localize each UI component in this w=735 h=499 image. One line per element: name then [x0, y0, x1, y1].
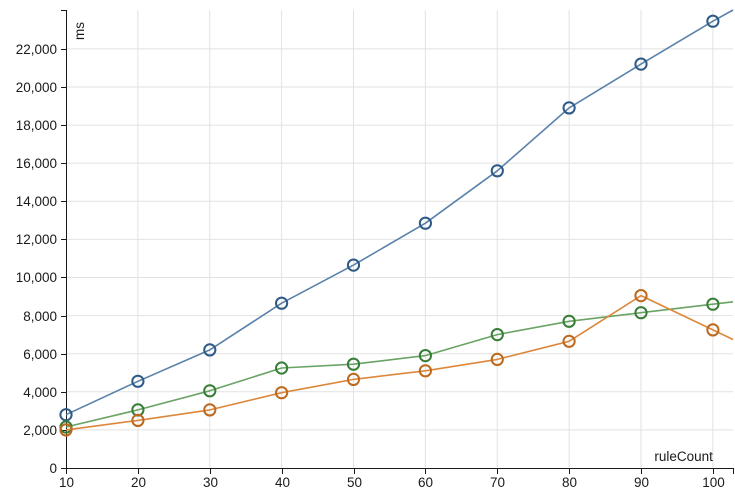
x-tick-label: 50	[347, 475, 362, 490]
series-marker-green[interactable]	[634, 306, 648, 320]
y-axis-title: ms	[72, 22, 87, 40]
series-marker-orange[interactable]	[131, 413, 145, 427]
series-marker-blue[interactable]	[634, 57, 648, 71]
x-tick-label: 80	[562, 475, 577, 490]
series-marker-orange[interactable]	[275, 386, 289, 400]
series-marker-orange[interactable]	[59, 423, 73, 437]
y-tick-label: 12,000	[16, 232, 57, 247]
series-marker-blue[interactable]	[59, 408, 73, 422]
x-axis-title: ruleCount	[654, 449, 713, 464]
x-tick-label: 90	[634, 475, 649, 490]
series-marker-green[interactable]	[418, 349, 432, 363]
series-marker-orange[interactable]	[203, 403, 217, 417]
series-marker-blue[interactable]	[131, 374, 145, 388]
series-marker-blue[interactable]	[706, 14, 720, 28]
series-line-green	[65, 301, 734, 428]
series-marker-blue[interactable]	[418, 216, 432, 230]
y-tick-label: 20,000	[16, 80, 57, 95]
x-tick-label: 10	[59, 475, 74, 490]
series-marker-green[interactable]	[562, 314, 576, 328]
y-tick-label: 6,000	[23, 347, 57, 362]
x-tick-label: 60	[418, 475, 433, 490]
series-marker-green[interactable]	[706, 297, 720, 311]
y-tick-label: 14,000	[16, 194, 57, 209]
series-marker-orange[interactable]	[706, 323, 720, 337]
series-marker-green[interactable]	[203, 384, 217, 398]
x-tick-label: 100	[702, 475, 725, 490]
series-marker-orange[interactable]	[418, 364, 432, 378]
series-marker-orange[interactable]	[634, 289, 648, 303]
y-tick-label: 22,000	[16, 42, 57, 57]
series-marker-green[interactable]	[490, 328, 504, 342]
series-marker-orange[interactable]	[562, 334, 576, 348]
series-marker-green[interactable]	[346, 357, 361, 371]
y-tick-label: 0	[49, 461, 57, 476]
x-tick-label: 40	[275, 475, 290, 490]
series-marker-blue[interactable]	[562, 101, 576, 115]
series-marker-blue[interactable]	[346, 258, 361, 272]
series-marker-orange[interactable]	[346, 372, 361, 386]
series-line-orange	[65, 294, 734, 431]
y-tick-label: 10,000	[16, 270, 57, 285]
series-marker-green[interactable]	[275, 361, 289, 375]
series-marker-blue[interactable]	[490, 164, 504, 178]
series-marker-blue[interactable]	[203, 343, 217, 357]
x-tick-label: 70	[490, 475, 505, 490]
y-tick-label: 8,000	[23, 309, 57, 324]
series-marker-blue[interactable]	[275, 296, 289, 310]
y-tick-label: 18,000	[16, 118, 57, 133]
x-tick-label: 20	[131, 475, 146, 490]
y-tick-label: 2,000	[23, 423, 57, 438]
x-tick-label: 30	[203, 475, 218, 490]
series-line-blue	[65, 9, 734, 416]
series-marker-orange[interactable]	[490, 352, 504, 366]
y-tick-label: 4,000	[23, 385, 57, 400]
y-tick-label: 16,000	[16, 156, 57, 171]
